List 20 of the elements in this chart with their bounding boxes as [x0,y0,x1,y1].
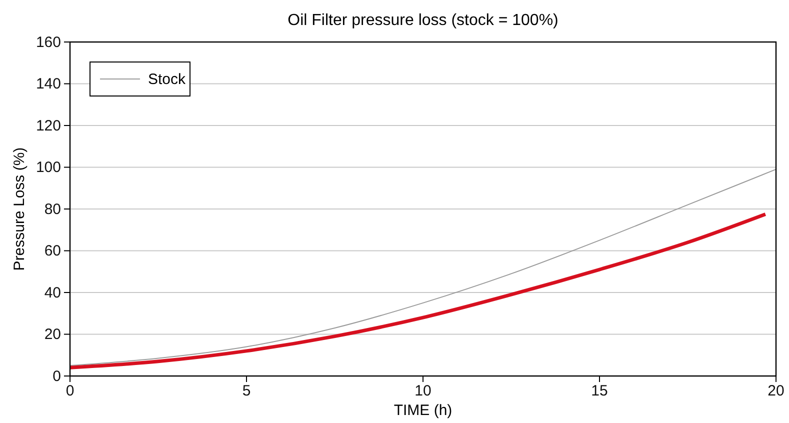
x-tick-label: 15 [591,382,608,400]
x-axis-title: TIME (h) [394,402,452,419]
x-tick-label: 5 [242,382,251,400]
y-tick-label: 80 [44,200,61,218]
line-series [68,212,768,370]
y-tick-label: 60 [44,242,61,260]
x-tick-label: 20 [768,382,784,400]
y-tick-label: 100 [36,159,61,176]
x-tick-label: 10 [414,382,432,400]
y-tick-label: 40 [44,284,61,302]
chart-title: Oil Filter pressure loss (stock = 100%) [288,12,558,29]
x-tick-label: 0 [66,382,74,400]
y-tick-label: 160 [36,34,61,51]
y-axis-title: Pressure Loss (%) [11,147,28,271]
y-tick-label: 20 [44,326,61,344]
legend-label: Stock [148,71,186,88]
y-tick-label: 120 [36,117,61,134]
y-tick-label: 0 [52,368,61,385]
y-tick-label: 140 [36,76,61,93]
line-series [70,168,776,366]
